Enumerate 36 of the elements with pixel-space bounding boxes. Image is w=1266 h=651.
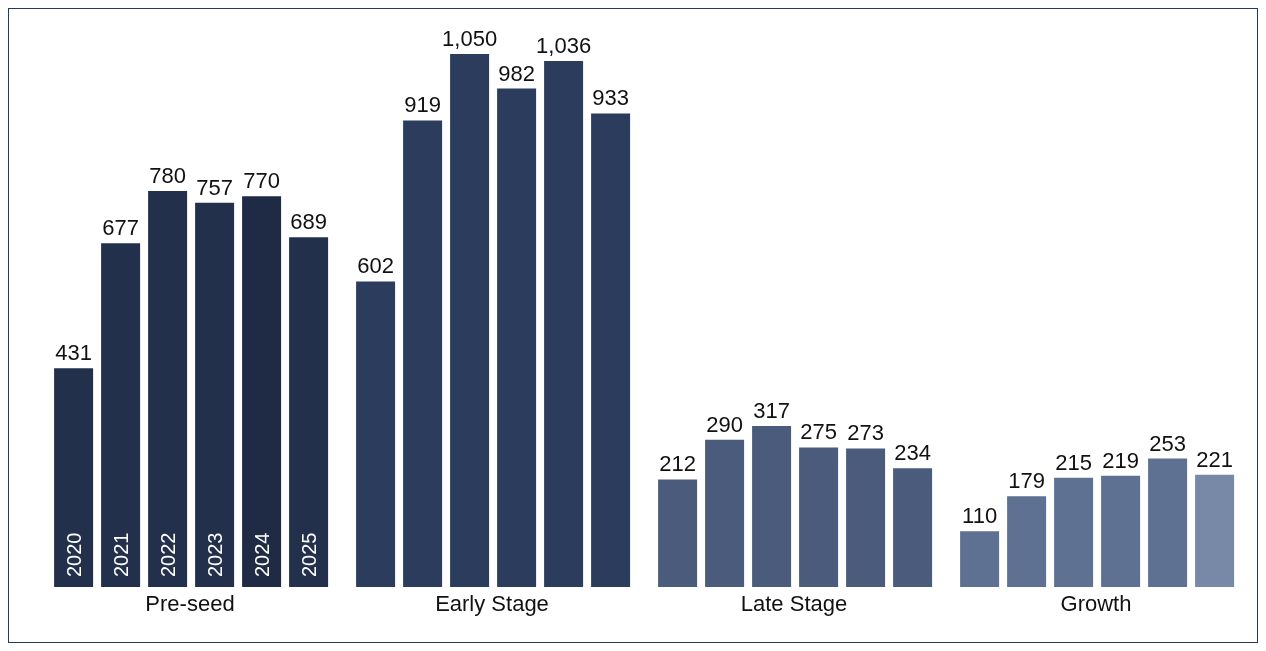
data-label: 431 (55, 340, 92, 366)
data-label: 1,036 (536, 33, 592, 59)
series-label: 2024 (250, 532, 273, 577)
x-tick-label: Late Stage (740, 590, 848, 616)
series-label: 2021 (109, 532, 132, 577)
data-label: 602 (357, 253, 394, 279)
data-label: 317 (753, 398, 790, 424)
bar (242, 196, 282, 587)
data-label: 757 (196, 174, 233, 200)
data-label: 212 (659, 451, 696, 477)
data-label: 933 (592, 85, 629, 111)
data-label: 219 (1102, 447, 1139, 473)
data-label: 179 (1008, 468, 1045, 494)
series-label: 2025 (297, 532, 320, 577)
x-tick-label: Early Stage (435, 590, 549, 616)
data-label: 677 (102, 215, 139, 241)
data-label: 215 (1055, 449, 1092, 475)
data-label: 770 (243, 168, 280, 194)
series-label: 2023 (203, 532, 226, 577)
data-label: 919 (404, 92, 441, 118)
data-label: 273 (847, 420, 884, 446)
x-tick-label: Growth (1060, 590, 1132, 616)
data-label: 221 (1196, 446, 1233, 472)
x-tick-label: Pre-seed (145, 590, 235, 616)
data-label: 234 (894, 440, 931, 466)
data-label: 982 (498, 60, 535, 86)
series-label: 2022 (156, 532, 179, 577)
data-label: 290 (706, 411, 743, 437)
data-label: 110 (962, 503, 998, 529)
data-label: 275 (800, 419, 837, 445)
data-label: 253 (1149, 430, 1186, 456)
bar (1195, 474, 1235, 587)
series-label: 2020 (62, 532, 85, 577)
data-label: 1,050 (442, 26, 498, 51)
data-label: 780 (149, 163, 186, 189)
data-label: 689 (290, 209, 327, 235)
